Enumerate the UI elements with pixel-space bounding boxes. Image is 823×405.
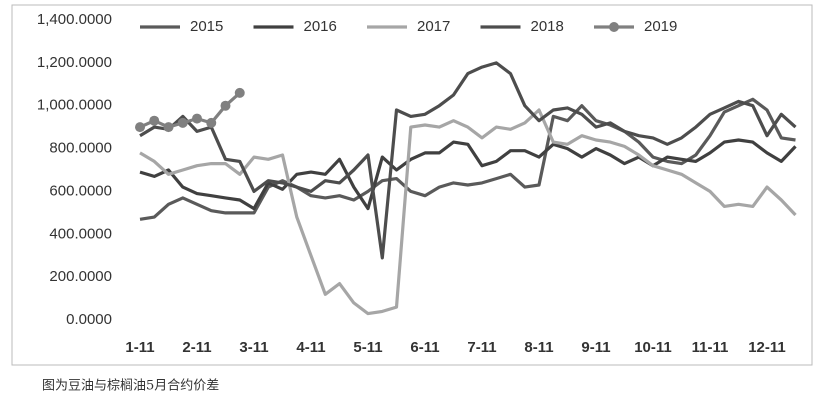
legend-label: 2015 <box>190 18 223 35</box>
x-tick-label: 1-11 <box>125 339 154 356</box>
x-tick-label: 12-11 <box>748 339 786 356</box>
y-tick-label: 800.0000 <box>49 140 112 157</box>
legend-label: 2018 <box>531 18 564 35</box>
legend-label: 2019 <box>644 18 677 35</box>
x-tick-label: 6-11 <box>410 339 439 356</box>
data-point <box>234 87 245 98</box>
x-tick-label: 10-11 <box>634 339 672 356</box>
series-line <box>139 108 797 316</box>
x-tick-label: 3-11 <box>239 339 268 356</box>
series-line <box>139 138 797 211</box>
series-line <box>139 61 797 260</box>
x-tick-label: 5-11 <box>353 339 382 356</box>
caption: 图为豆油与棕榈油5月合约价差 <box>42 379 219 394</box>
data-point <box>206 117 217 128</box>
x-tick-label: 8-11 <box>524 339 553 356</box>
data-point <box>177 117 188 128</box>
y-tick-label: 600.0000 <box>49 182 112 199</box>
y-tick-label: 200.0000 <box>49 268 112 285</box>
x-tick-label: 9-11 <box>581 339 610 356</box>
data-point <box>220 100 231 111</box>
data-point <box>163 122 174 133</box>
y-tick-label: 1,200.0000 <box>37 54 112 71</box>
x-tick-label: 2-11 <box>182 339 211 356</box>
legend-label: 2017 <box>417 18 450 35</box>
data-point <box>192 113 202 124</box>
legend-label: 2016 <box>304 18 337 35</box>
x-tick-label: 11-11 <box>692 339 729 356</box>
data-point <box>149 115 160 126</box>
y-tick-label: 1,000.0000 <box>37 97 112 114</box>
x-tick-label: 7-11 <box>467 339 496 356</box>
chart-frame <box>11 4 813 366</box>
y-tick-label: 400.0000 <box>49 225 112 242</box>
data-point <box>135 122 145 133</box>
x-tick-label: 4-11 <box>296 339 325 356</box>
y-tick-label: 0.0000 <box>66 311 112 328</box>
y-tick-label: 1,400.0000 <box>37 11 112 28</box>
legend-marker <box>609 22 619 32</box>
